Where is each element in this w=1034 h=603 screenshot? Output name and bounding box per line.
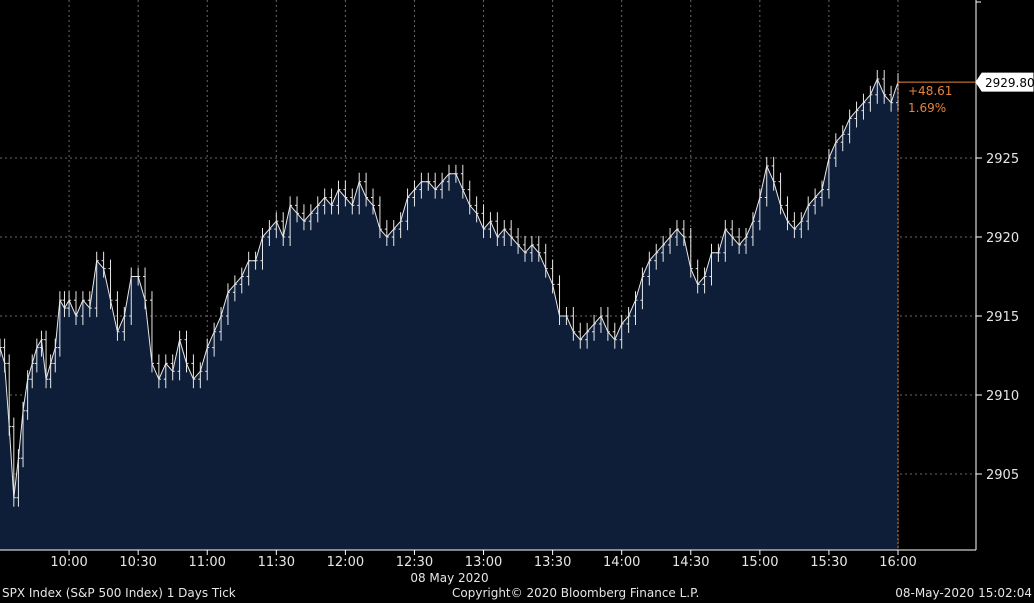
copyright-text: Copyright© 2020 Bloomberg Finance L.P. xyxy=(452,586,700,600)
x-tick-label: 10:30 xyxy=(119,555,156,570)
y-tick-label: 2915 xyxy=(986,310,1019,325)
tick-bars xyxy=(0,70,900,507)
x-tick-label: 15:00 xyxy=(741,555,778,570)
y-tick-label: 2910 xyxy=(986,389,1019,404)
date-label: 08 May 2020 xyxy=(410,571,488,585)
last-price-label: 2929.80 xyxy=(985,76,1034,90)
x-tick-label: 12:00 xyxy=(327,555,364,570)
security-description: SPX Index (S&P 500 Index) 1 Days Tick xyxy=(2,586,236,600)
x-tick-label: 12:30 xyxy=(396,555,433,570)
x-tick-label: 15:30 xyxy=(810,555,847,570)
y-tick-label: 2920 xyxy=(986,231,1019,246)
y-tick-label: 2905 xyxy=(986,468,1019,483)
x-tick-label: 13:00 xyxy=(465,555,502,570)
x-tick-label: 14:00 xyxy=(603,555,640,570)
last-price-box xyxy=(975,72,1034,92)
x-tick-label: 14:30 xyxy=(672,555,709,570)
x-tick-label: 11:00 xyxy=(188,555,225,570)
price-area-fill xyxy=(0,79,898,550)
price-line xyxy=(0,77,899,498)
change-label: +48.61 xyxy=(908,84,952,98)
timestamp-text: 08-May-2020 15:02:04 xyxy=(895,586,1032,600)
x-tick-label: 10:00 xyxy=(50,555,87,570)
x-tick-label: 11:30 xyxy=(258,555,295,570)
x-tick-label: 16:00 xyxy=(879,555,916,570)
y-tick-label: 2925 xyxy=(986,152,1019,167)
axes xyxy=(0,0,982,555)
x-tick-label: 13:30 xyxy=(534,555,571,570)
change-pct-label: 1.69% xyxy=(908,101,946,115)
axis-labels: 2905 2910 2915 2920 2925 10:00 10:30 11:00 11:30… xyxy=(50,72,1034,585)
